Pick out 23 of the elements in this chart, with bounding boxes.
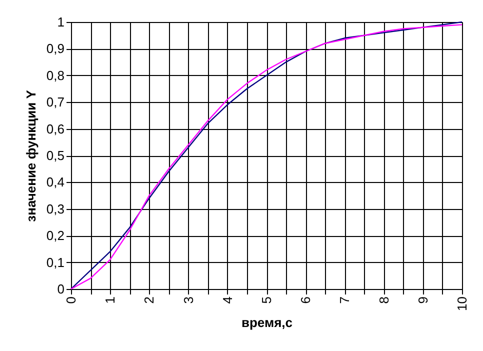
y-tick-label: 0,5 (46, 148, 64, 163)
x-tick-label: 5 (259, 296, 274, 304)
x-tick-label: 3 (180, 296, 196, 304)
y-tick-label: 0,1 (46, 254, 64, 270)
y-tick-label: 0,3 (46, 201, 64, 216)
y-tick-label: 1 (57, 14, 64, 30)
x-tick-label: 10 (454, 296, 470, 311)
x-tick-label: 7 (337, 296, 352, 304)
y-tick-label: 0,2 (46, 228, 64, 244)
x-tick-label: 8 (376, 296, 392, 304)
y-tick-label: 0,9 (46, 41, 64, 56)
x-tick-label: 4 (220, 296, 235, 304)
y-tick-label: 0,7 (46, 94, 64, 110)
y-tick-label: 0,8 (46, 68, 64, 83)
x-tick-label: 9 (415, 296, 430, 304)
y-axis-title: значение функции Y (23, 90, 38, 222)
y-tick-label: 0,6 (46, 121, 64, 136)
x-axis-title: время,с (241, 314, 293, 330)
x-tick-label: 2 (142, 296, 157, 304)
x-tick-label: 0 (64, 296, 78, 304)
x-tick-label: 1 (102, 296, 118, 304)
y-tick-label: 0,4 (46, 174, 64, 190)
x-tick-label: 6 (298, 296, 314, 304)
